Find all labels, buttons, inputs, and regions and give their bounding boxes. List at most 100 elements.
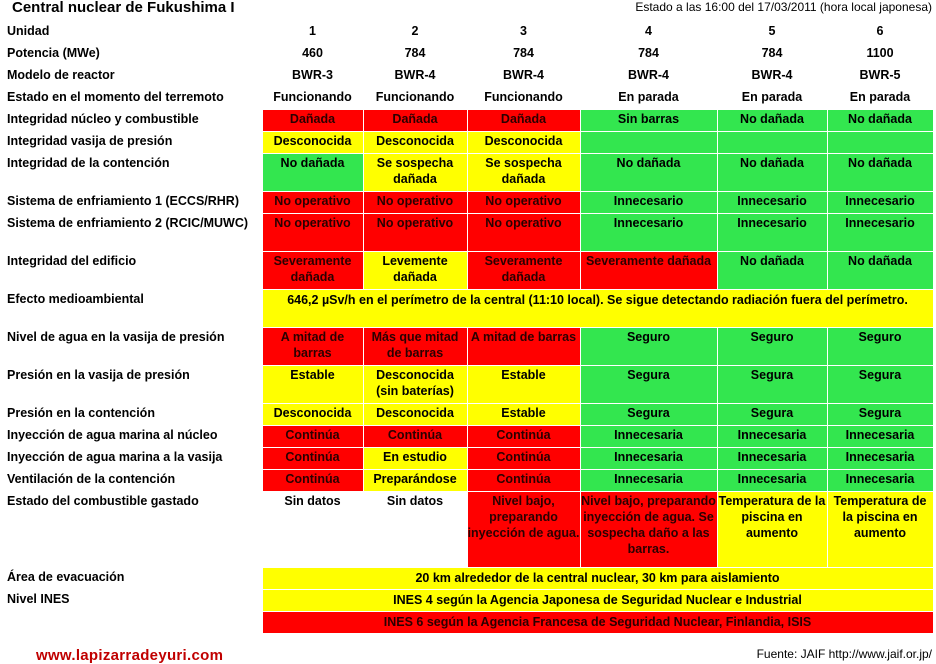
unit-2-cell: Desconocida (362, 131, 468, 154)
unit-6-cell: Innecesaria (826, 447, 934, 470)
row-label: Nivel de agua en la vasija de presión (4, 327, 262, 366)
unit-4-cell: 4 (579, 21, 718, 44)
page-title: Central nuclear de Fukushima I (12, 0, 235, 16)
unit-6-cell: Segura (826, 403, 934, 426)
row-label: Presión en la vasija de presión (4, 365, 262, 404)
table-row: Estado en el momento del terremoto Funcio… (4, 87, 934, 110)
unit-2-cell: 784 (362, 43, 468, 66)
unit-5-cell: Temperatura de la piscina en aumento (716, 491, 828, 568)
unit-6-cell (826, 131, 934, 154)
unit-2-cell: No operativo (362, 191, 468, 214)
unit-3-cell: Continúa (466, 469, 581, 492)
unit-2-cell: Dañada (362, 109, 468, 132)
row-label: Efecto medioambiental (4, 289, 262, 328)
unit-4-cell: Innecesaria (579, 447, 718, 470)
unit-4-cell: 784 (579, 43, 718, 66)
table-row: Estado del combustible gastado Sin datos S… (4, 491, 934, 568)
table-row: INES 6 según la Agencia Francesa de Segu… (4, 611, 934, 634)
unit-5-cell: BWR-4 (716, 65, 828, 88)
table-row: Inyección de agua marina al núcleo Contin… (4, 425, 934, 448)
unit-3-cell: Dañada (466, 109, 581, 132)
unit-2-cell: Desconocida (sin baterías) (362, 365, 468, 404)
unit-5-cell: No dañada (716, 251, 828, 290)
status-table: Unidad 1 2 3 4 5 6 Potencia (MWe) 460 784 784 784 78… (4, 21, 934, 634)
unit-6-cell: No dañada (826, 251, 934, 290)
source-credit: Fuente: JAIF http://www.jaif.or.jp/ (756, 647, 932, 661)
table-row: Nivel INES INES 4 según la Agencia Japone… (4, 589, 934, 612)
unit-1-cell: No dañada (261, 153, 364, 192)
table-row: Integridad núcleo y combustible Dañada Dañ… (4, 109, 934, 132)
table-row: Integridad de la contención No dañada Se s… (4, 153, 934, 192)
unit-4-cell: Innecesario (579, 191, 718, 214)
unit-1-cell: No operativo (261, 213, 364, 252)
unit-1-cell: BWR-3 (261, 65, 364, 88)
unit-3-cell: BWR-4 (466, 65, 581, 88)
unit-1-cell: Desconocida (261, 403, 364, 426)
unit-5-cell: Innecesario (716, 191, 828, 214)
unit-6-cell: Temperatura de la piscina en aumento (826, 491, 934, 568)
merged-cell: INES 4 según la Agencia Japonesa de Segu… (261, 589, 934, 612)
unit-2-cell: No operativo (362, 213, 468, 252)
unit-6-cell: Innecesario (826, 213, 934, 252)
unit-4-cell: Segura (579, 365, 718, 404)
table-row: Potencia (MWe) 460 784 784 784 784 1100 (4, 43, 934, 66)
unit-5-cell: Innecesaria (716, 425, 828, 448)
unit-4-cell: No dañada (579, 153, 718, 192)
unit-2-cell: Se sospecha dañada (362, 153, 468, 192)
table-row: Ventilación de la contención Continúa Prep… (4, 469, 934, 492)
unit-2-cell: Continúa (362, 425, 468, 448)
unit-1-cell: A mitad de barras (261, 327, 364, 366)
unit-3-cell: Desconocida (466, 131, 581, 154)
unit-3-cell: Se sospecha dañada (466, 153, 581, 192)
unit-5-cell: Segura (716, 403, 828, 426)
unit-3-cell: Continúa (466, 447, 581, 470)
table-row: Unidad 1 2 3 4 5 6 (4, 21, 934, 44)
unit-1-cell: Continúa (261, 469, 364, 492)
unit-1-cell: Funcionando (261, 87, 364, 110)
unit-4-cell: Severamente dañada (579, 251, 718, 290)
unit-3-cell: Severamente dañada (466, 251, 581, 290)
unit-1-cell: Severamente dañada (261, 251, 364, 290)
row-label: Ventilación de la contención (4, 469, 262, 492)
unit-1-cell: Sin datos (261, 491, 364, 568)
unit-1-cell: No operativo (261, 191, 364, 214)
unit-1-cell: Continúa (261, 447, 364, 470)
unit-6-cell: 6 (826, 21, 934, 44)
unit-6-cell: Segura (826, 365, 934, 404)
unit-5-cell (716, 131, 828, 154)
unit-4-cell: Sin barras (579, 109, 718, 132)
unit-6-cell: Innecesario (826, 191, 934, 214)
unit-5-cell: En parada (716, 87, 828, 110)
row-label: Unidad (4, 21, 262, 44)
row-label: Integridad de la contención (4, 153, 262, 192)
row-label (4, 611, 262, 634)
unit-3-cell: Funcionando (466, 87, 581, 110)
unit-4-cell (579, 131, 718, 154)
unit-3-cell: No operativo (466, 213, 581, 252)
unit-5-cell: Seguro (716, 327, 828, 366)
unit-6-cell: En parada (826, 87, 934, 110)
unit-3-cell: No operativo (466, 191, 581, 214)
table-row: Presión en la vasija de presión Estable De… (4, 365, 934, 404)
table-row: Presión en la contención Desconocida Desco… (4, 403, 934, 426)
unit-6-cell: No dañada (826, 109, 934, 132)
unit-6-cell: Innecesaria (826, 469, 934, 492)
table-row: Integridad vasija de presión Desconocida D… (4, 131, 934, 154)
row-label: Sistema de enfriamiento 1 (ECCS/RHR) (4, 191, 262, 214)
row-label: Integridad vasija de presión (4, 131, 262, 154)
unit-3-cell: Estable (466, 403, 581, 426)
unit-2-cell: Funcionando (362, 87, 468, 110)
table-row: Modelo de reactor BWR-3 BWR-4 BWR-4 BWR-4 BWR… (4, 65, 934, 88)
website-credit: www.lapizarradeyuri.com (36, 647, 224, 664)
unit-2-cell: Más que mitad de barras (362, 327, 468, 366)
unit-3-cell: Nivel bajo, preparando inyección de agua… (466, 491, 581, 568)
unit-5-cell: Innecesaria (716, 447, 828, 470)
unit-6-cell: Seguro (826, 327, 934, 366)
unit-1-cell: Continúa (261, 425, 364, 448)
unit-4-cell: BWR-4 (579, 65, 718, 88)
row-label: Modelo de reactor (4, 65, 262, 88)
row-label: Estado en el momento del terremoto (4, 87, 262, 110)
table-row: Efecto medioambiental 646,2 µSv/h en el p… (4, 289, 934, 328)
row-label: Nivel INES (4, 589, 262, 612)
unit-3-cell: A mitad de barras (466, 327, 581, 366)
